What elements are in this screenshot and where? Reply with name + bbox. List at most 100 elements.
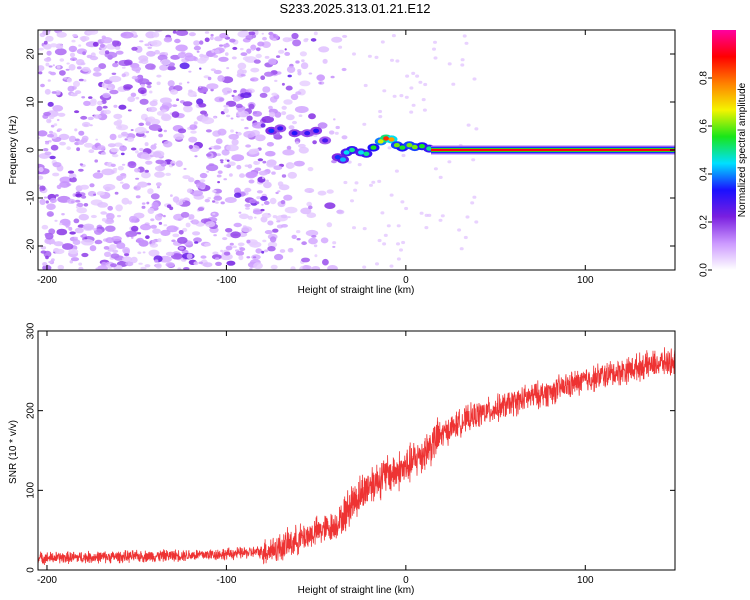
- noise-blob: [244, 203, 251, 208]
- noise-blob: [320, 237, 329, 244]
- noise-blob: [395, 59, 400, 63]
- noise-blob: [42, 262, 48, 267]
- noise-blob: [146, 84, 152, 89]
- noise-blob: [404, 206, 409, 211]
- noise-blob: [216, 174, 222, 178]
- noise-blob: [263, 181, 272, 189]
- noise-blob: [269, 33, 279, 41]
- noise-blob: [38, 175, 44, 180]
- noise-blob: [248, 103, 255, 110]
- noise-blob: [144, 142, 149, 147]
- noise-blob: [260, 123, 266, 128]
- noise-blob: [460, 58, 465, 62]
- noise-blob: [80, 62, 86, 66]
- noise-blob: [50, 71, 56, 76]
- ridge-point: [343, 150, 350, 155]
- noise-blob: [78, 44, 82, 47]
- noise-blob: [332, 241, 337, 245]
- noise-blob: [66, 146, 71, 151]
- noise-blob: [135, 150, 139, 154]
- colorbar-tick-label: 0.0: [699, 263, 710, 277]
- noise-blob: [391, 34, 396, 38]
- noise-blob: [175, 44, 188, 52]
- noise-blob: [119, 145, 127, 152]
- noise-blob: [440, 214, 445, 218]
- noise-blob: [108, 244, 117, 251]
- noise-blob: [191, 190, 204, 197]
- noise-blob: [401, 153, 406, 158]
- noise-blob: [38, 167, 44, 173]
- noise-blob: [247, 31, 256, 36]
- noise-blob: [50, 240, 56, 245]
- noise-blob: [464, 41, 469, 45]
- noise-blob: [173, 133, 185, 140]
- noise-blob: [433, 56, 438, 60]
- noise-blob: [213, 195, 223, 201]
- noise-blob: [121, 183, 130, 190]
- noise-blob: [107, 86, 112, 90]
- noise-blob: [210, 33, 214, 37]
- noise-blob: [213, 116, 217, 119]
- x-tick-label: -200: [37, 275, 57, 286]
- noise-blob: [94, 239, 103, 245]
- noise-blob: [87, 116, 94, 121]
- noise-blob: [57, 128, 62, 131]
- noise-blob: [222, 237, 228, 241]
- noise-blob: [121, 197, 130, 205]
- noise-blob: [121, 163, 126, 166]
- noise-blob: [390, 58, 394, 62]
- noise-blob: [81, 96, 86, 99]
- noise-blob: [61, 243, 74, 250]
- noise-blob: [295, 91, 302, 95]
- noise-blob: [206, 153, 212, 157]
- noise-blob: [126, 137, 134, 142]
- noise-blob: [172, 196, 180, 203]
- ridge-point: [349, 147, 355, 153]
- ridge-point: [383, 136, 390, 141]
- noise-blob: [258, 170, 269, 176]
- noise-blob: [204, 198, 210, 203]
- noise-blob: [256, 190, 263, 194]
- noise-blob: [246, 48, 252, 54]
- noise-blob: [202, 116, 206, 119]
- noise-blob: [273, 165, 283, 170]
- noise-blob: [77, 140, 85, 145]
- noise-blob: [63, 77, 67, 80]
- noise-blob: [40, 250, 47, 254]
- noise-blob: [206, 170, 210, 173]
- noise-blob: [280, 224, 288, 228]
- noise-blob: [78, 262, 83, 266]
- noise-blob: [145, 235, 150, 240]
- noise-blob: [113, 104, 118, 108]
- noise-blob: [137, 87, 147, 94]
- noise-blob: [199, 85, 202, 88]
- noise-blob: [378, 109, 383, 114]
- noise-blob: [241, 226, 253, 233]
- noise-blob: [245, 144, 252, 148]
- noise-blob: [371, 180, 376, 184]
- noise-blob: [211, 254, 222, 260]
- noise-blob: [182, 227, 188, 232]
- noise-blob: [296, 238, 301, 241]
- noise-blob: [213, 55, 219, 58]
- noise-blob: [246, 115, 253, 121]
- noise-blob: [188, 136, 198, 143]
- noise-blob: [399, 94, 404, 98]
- noise-blob: [43, 57, 52, 62]
- x-tick-label: -100: [216, 575, 236, 586]
- noise-blob: [89, 183, 95, 188]
- noise-blob: [245, 35, 254, 40]
- noise-blob: [52, 105, 64, 112]
- ridge-point: [363, 151, 370, 156]
- noise-blob: [238, 211, 242, 214]
- y-tick-label: -10: [26, 190, 37, 205]
- noise-blob: [67, 85, 75, 92]
- ridge-point: [377, 139, 384, 144]
- noise-blob: [159, 97, 172, 104]
- noise-blob: [451, 82, 456, 86]
- ridge-point: [340, 157, 346, 162]
- noise-blob: [405, 74, 410, 78]
- noise-blob: [291, 234, 297, 239]
- noise-blob: [146, 201, 150, 205]
- noise-blob: [269, 236, 277, 243]
